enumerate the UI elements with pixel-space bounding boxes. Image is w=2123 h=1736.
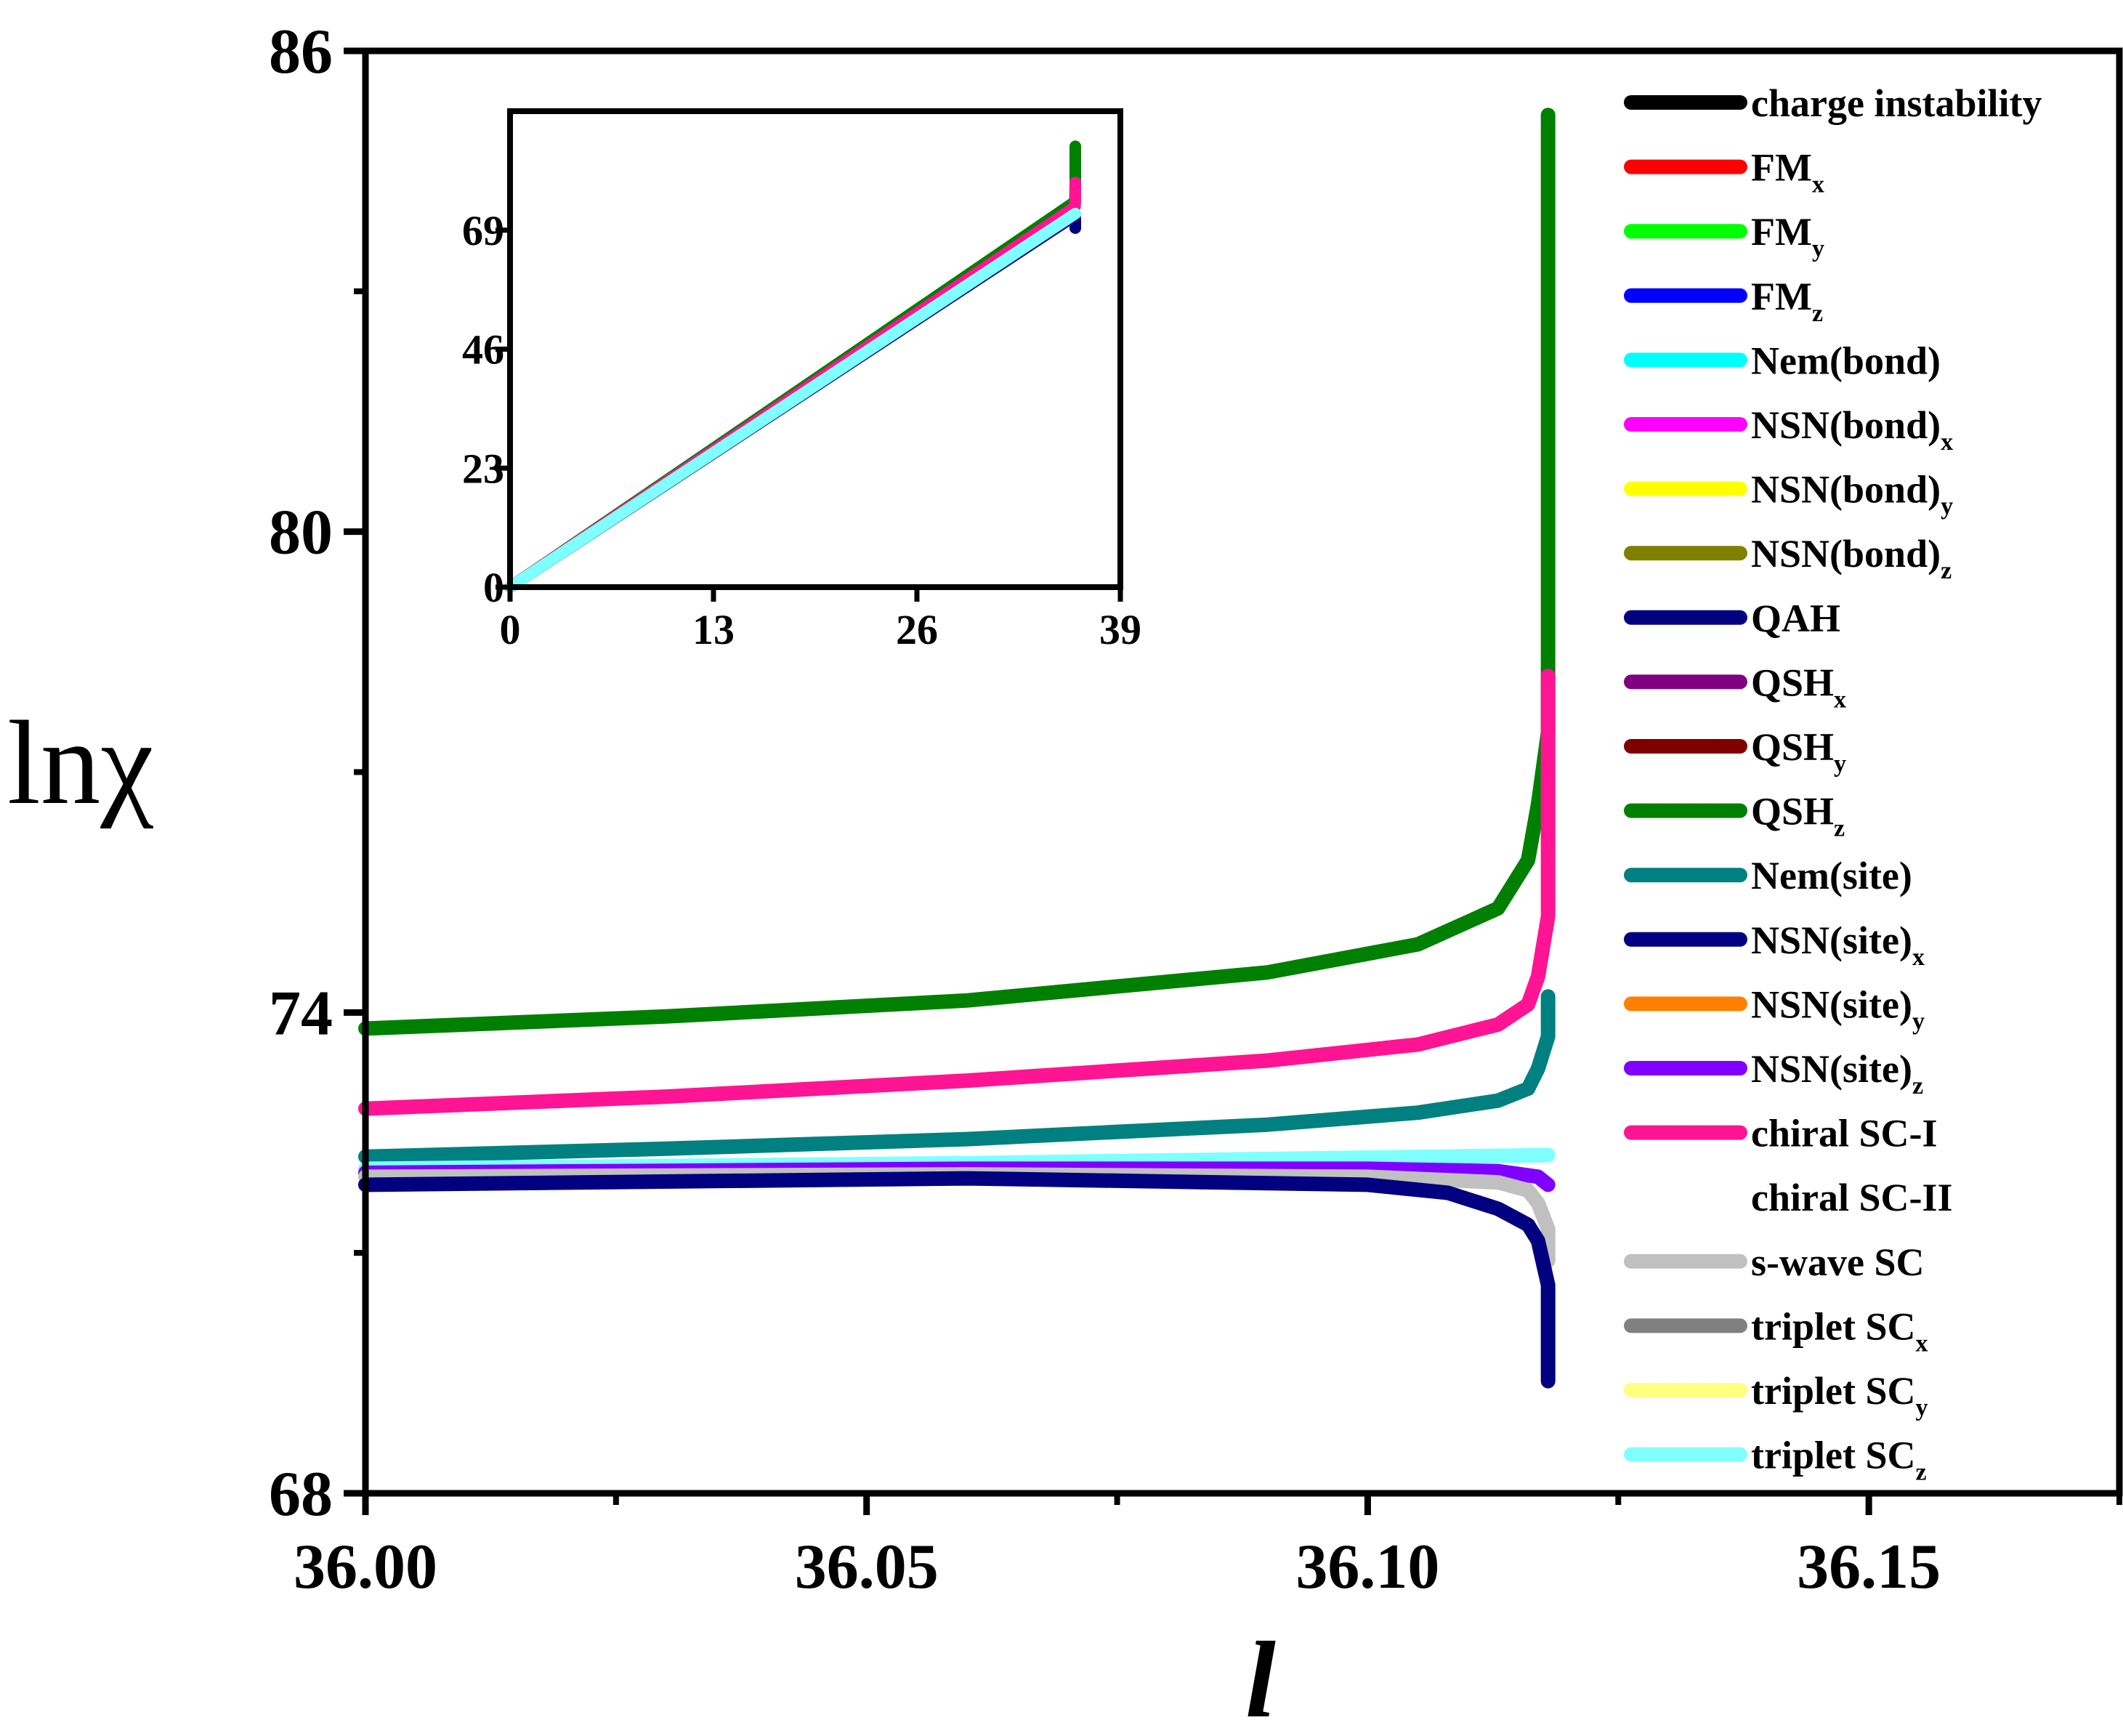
legend-label: charge instability	[1751, 81, 2042, 125]
legend-subscript: x	[1941, 429, 1953, 456]
legend-subscript: y	[1812, 235, 1824, 262]
legend-label: triplet SCx	[1751, 1304, 1928, 1357]
y-tick-label: 74	[269, 978, 333, 1049]
inset-y-tick-label: 23	[462, 445, 504, 492]
series-line-chiral-sc-i	[358, 669, 1556, 1116]
legend-subscript: y	[1915, 1394, 1928, 1421]
inset-x-tick-label: 26	[896, 606, 938, 653]
legend-item-nsn-bond-z: NSN(bond)z	[1624, 532, 1952, 584]
inset-x-tick-label: 39	[1099, 606, 1141, 653]
legend-label: FMy	[1751, 210, 1824, 262]
inset-background	[510, 111, 1120, 587]
legend-item-qah: QAH	[1624, 597, 1840, 640]
legend-subscript: z	[1834, 815, 1845, 842]
inset-plot: 0 13 26 39 0 23 46 69	[462, 108, 1141, 653]
legend-item-charge-instability: charge instability	[1624, 81, 2042, 125]
legend-subscript: y	[1834, 751, 1846, 778]
legend-item-nsn-bond-x: NSN(bond)x	[1624, 403, 1953, 456]
y-tick-label: 68	[269, 1459, 333, 1530]
inset-x-tick-label: 13	[692, 606, 735, 653]
legend-label: Nem(bond)	[1751, 339, 1941, 382]
series-line-qah	[358, 1171, 1556, 1389]
series-line-nem-site	[358, 989, 1556, 1164]
legend-item-nsn-site-z: NSN(site)z	[1624, 1047, 1923, 1099]
y-tick-label: 86	[269, 17, 333, 87]
legend-label: QSHx	[1751, 661, 1846, 713]
legend-item-triplet-sc-x: triplet SCx	[1624, 1304, 1928, 1357]
x-tick-label: 36.15	[1797, 1532, 1941, 1602]
legend-subscript: y	[1912, 1008, 1925, 1035]
inset-series-group	[504, 140, 1081, 593]
legend-subscript: x	[1812, 171, 1824, 198]
x-tick-label: 36.00	[294, 1532, 437, 1602]
legend-subscript: x	[1912, 944, 1925, 971]
legend-item-nem-bond: Nem(bond)	[1624, 339, 1941, 382]
inset-series-line-triplet-scz	[504, 208, 1081, 593]
legend-item-nsn-site-y: NSN(site)y	[1624, 982, 1925, 1035]
legend-item-chiral-sc-i: chiral SC-I	[1624, 1112, 1938, 1155]
main-plot-frame	[362, 47, 2123, 1497]
legend: charge instability FMx FMy FMz Nem(bond) NSN(…	[1624, 81, 2042, 1486]
inset-plot-frame	[507, 108, 1123, 590]
x-tick-label: 36.05	[795, 1532, 939, 1602]
legend-label: NSN(bond)z	[1751, 532, 1952, 584]
legend-label: QSHz	[1751, 790, 1845, 842]
legend-item-fm-y: FMy	[1624, 210, 1824, 262]
legend-label: QAH	[1751, 597, 1840, 640]
y-axis-label: lnχ	[7, 696, 154, 829]
legend-item-nsn-site-x: NSN(site)x	[1624, 919, 1925, 971]
legend-item-nsn-bond-y: NSN(bond)y	[1624, 468, 1953, 520]
legend-subscript: z	[1915, 1459, 1926, 1486]
legend-item-s-wave-sc: s-wave SC	[1624, 1240, 1925, 1284]
legend-item-triplet-sc-z: triplet SCz	[1624, 1434, 1927, 1486]
legend-item-fm-x: FMx	[1624, 146, 1824, 198]
legend-subscript: x	[1834, 686, 1846, 713]
main-plot: 36.00 36.05 36.10 36.15 68 74 80 86	[269, 17, 2123, 1602]
legend-label: QSHy	[1751, 725, 1846, 778]
legend-item-nem-site: Nem(site)	[1624, 854, 1912, 897]
x-axis-label: l	[1245, 1620, 1276, 1736]
main-series-group	[358, 108, 1556, 1389]
legend-label: triplet SCz	[1751, 1434, 1927, 1486]
legend-item-triplet-sc-y: triplet SCy	[1624, 1369, 1928, 1421]
inset-y-tick-label: 46	[462, 326, 504, 374]
legend-label: chiral SC-II	[1751, 1176, 1953, 1219]
legend-label: NSN(bond)y	[1751, 468, 1953, 520]
legend-label: s-wave SC	[1751, 1240, 1925, 1284]
legend-label: FMz	[1751, 275, 1823, 327]
legend-item-fm-z: FMz	[1624, 275, 1823, 327]
legend-label: Nem(site)	[1751, 854, 1912, 897]
inset-y-tick-label: 0	[483, 564, 504, 611]
legend-label: NSN(site)z	[1751, 1047, 1923, 1099]
legend-item-qsh-z: QSHz	[1624, 790, 1845, 842]
y-tick-label: 80	[269, 498, 333, 568]
legend-subscript: x	[1915, 1330, 1928, 1357]
legend-subscript: z	[1812, 300, 1823, 327]
legend-item-chiral-sc-ii: chiral SC-II	[1624, 1176, 1953, 1219]
legend-item-qsh-x: QSHx	[1624, 661, 1846, 713]
legend-label: triplet SCy	[1751, 1369, 1928, 1421]
main-tick-labels: 36.00 36.05 36.10 36.15 68 74 80 86	[269, 17, 1941, 1602]
x-tick-label: 36.10	[1295, 1532, 1439, 1602]
legend-subscript: z	[1941, 557, 1952, 584]
legend-label: NSN(site)x	[1751, 919, 1925, 971]
legend-subscript: z	[1912, 1073, 1923, 1099]
inset-tick-labels: 0 13 26 39 0 23 46 69	[462, 207, 1141, 653]
legend-label: NSN(site)y	[1751, 982, 1925, 1035]
legend-subscript: y	[1941, 493, 1953, 520]
legend-label: FMx	[1751, 146, 1824, 198]
inset-x-tick-label: 0	[500, 606, 521, 653]
legend-label: NSN(bond)x	[1751, 403, 1953, 456]
legend-label: chiral SC-I	[1751, 1112, 1938, 1155]
series-line-qshz	[358, 108, 1556, 1036]
inset-y-tick-label: 69	[462, 207, 504, 254]
legend-item-qsh-y: QSHy	[1624, 725, 1846, 778]
